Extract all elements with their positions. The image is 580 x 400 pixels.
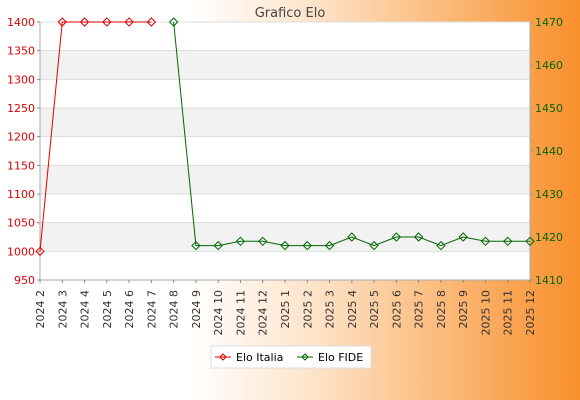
series-elo-fide-point (168, 17, 179, 27)
x-axis-tick-label: 2025 11 (502, 290, 515, 336)
series-elo-fide-point (280, 240, 290, 251)
series-elo-italia-point (57, 17, 67, 27)
series-elo-fide-point (458, 232, 468, 242)
x-axis-tick-label: 2025 5 (368, 290, 381, 329)
x-axis-tick-label: 2025 10 (479, 290, 492, 336)
right-axis-tick-label: 1450 (535, 102, 563, 115)
right-axis-tick-label: 1470 (535, 16, 563, 29)
left-axis-tick-label: 1400 (7, 16, 35, 29)
grid-band (40, 50, 530, 80)
grid-band (40, 136, 530, 166)
series-elo-fide-point (525, 236, 535, 247)
x-axis-tick-label: 2025 12 (524, 290, 537, 336)
x-axis-tick-label: 2025 1 (279, 290, 292, 329)
legend-item-italia: Elo Italia (215, 351, 283, 364)
grid-band (40, 22, 530, 51)
x-axis-tick-label: 2024 11 (234, 290, 247, 336)
left-axis-tick-label: 1150 (7, 159, 35, 172)
series-elo-fide-line (173, 21, 530, 247)
x-axis-tick-label: 2024 8 (168, 290, 181, 329)
legend: Elo Italia Elo FIDE (210, 345, 372, 369)
right-axis-tick-label: 1440 (535, 145, 563, 158)
x-axis-tick-label: 2025 6 (390, 290, 403, 329)
x-axis-tick-label: 2024 4 (79, 290, 92, 329)
grid-band (40, 222, 530, 252)
series-elo-fide-point (391, 232, 402, 242)
x-axis-tick-label: 2024 10 (212, 290, 225, 336)
series-elo-fide-point (324, 240, 335, 251)
legend-box (210, 345, 372, 369)
series-elo-fide-point (369, 240, 379, 251)
series-elo-fide-point (436, 240, 446, 251)
right-axis-tick-label: 1460 (535, 59, 563, 72)
series-elo-fide-point (413, 232, 424, 242)
left-axis-tick-label: 1250 (7, 102, 35, 115)
series-elo-fide-point (213, 240, 223, 251)
series-elo-italia-point (124, 17, 134, 27)
series-elo-fide-point (302, 240, 312, 251)
grid-band (40, 165, 530, 194)
x-axis-tick-label: 2024 9 (190, 290, 203, 329)
x-axis-tick-label: 2024 12 (257, 290, 270, 336)
grid-band (40, 251, 530, 280)
x-axis-tick-label: 2025 9 (457, 290, 470, 329)
x-axis-tick-label: 2025 2 (301, 290, 314, 329)
left-axis-tick-label: 950 (14, 274, 35, 287)
series-elo-fide-point (347, 232, 357, 242)
grid-band (40, 79, 530, 108)
x-axis-tick-label: 2024 2 (34, 290, 47, 329)
left-axis-tick-label: 1100 (7, 188, 35, 201)
x-axis-tick-label: 2025 4 (346, 290, 359, 329)
series-elo-italia-point (79, 17, 90, 27)
series-elo-italia-point (146, 17, 157, 27)
series-elo-italia-point (35, 246, 45, 257)
plot-area: 950 1000 1050 1100 1150 1200 1250 1300 1350 1400 1… (7, 16, 563, 336)
x-axis-tick-label: 2025 3 (324, 290, 337, 329)
series-elo-fide-point (503, 236, 513, 247)
series-elo-fide-point (191, 240, 201, 251)
legend-label-italia: Elo Italia (236, 351, 283, 364)
grid-band (40, 108, 530, 137)
chart-title: Grafico Elo (255, 6, 326, 21)
x-axis-tick-label: 2024 5 (101, 290, 114, 329)
series-elo-fide-point (235, 236, 246, 247)
right-axis-tick-label: 1410 (535, 274, 563, 287)
series-elo-fide-point (480, 236, 491, 247)
x-axis-tick-label: 2024 3 (56, 290, 69, 329)
x-axis-tick-label: 2025 8 (435, 290, 448, 329)
right-axis-tick-label: 1430 (535, 188, 563, 201)
x-axis-tick-label: 2024 6 (123, 290, 136, 329)
legend-label-fide: Elo FIDE (318, 351, 363, 364)
series-elo-fide-point (258, 236, 268, 247)
x-axis-tick-label: 2024 7 (145, 290, 158, 329)
legend-item-fide: Elo FIDE (297, 351, 363, 364)
left-axis-tick-label: 1350 (7, 45, 35, 58)
left-axis-tick-label: 1300 (7, 73, 35, 86)
left-axis-tick-label: 1200 (7, 131, 35, 144)
left-axis-tick-label: 1050 (7, 217, 35, 230)
left-axis-tick-label: 1000 (7, 245, 35, 258)
legend-marker-italia (219, 353, 227, 361)
grid-band (40, 194, 530, 223)
x-axis-tick-label: 2025 7 (413, 290, 426, 329)
legend-marker-fide (301, 353, 309, 361)
right-axis-tick-label: 1420 (535, 231, 563, 244)
series-elo-italia-point (102, 17, 112, 27)
